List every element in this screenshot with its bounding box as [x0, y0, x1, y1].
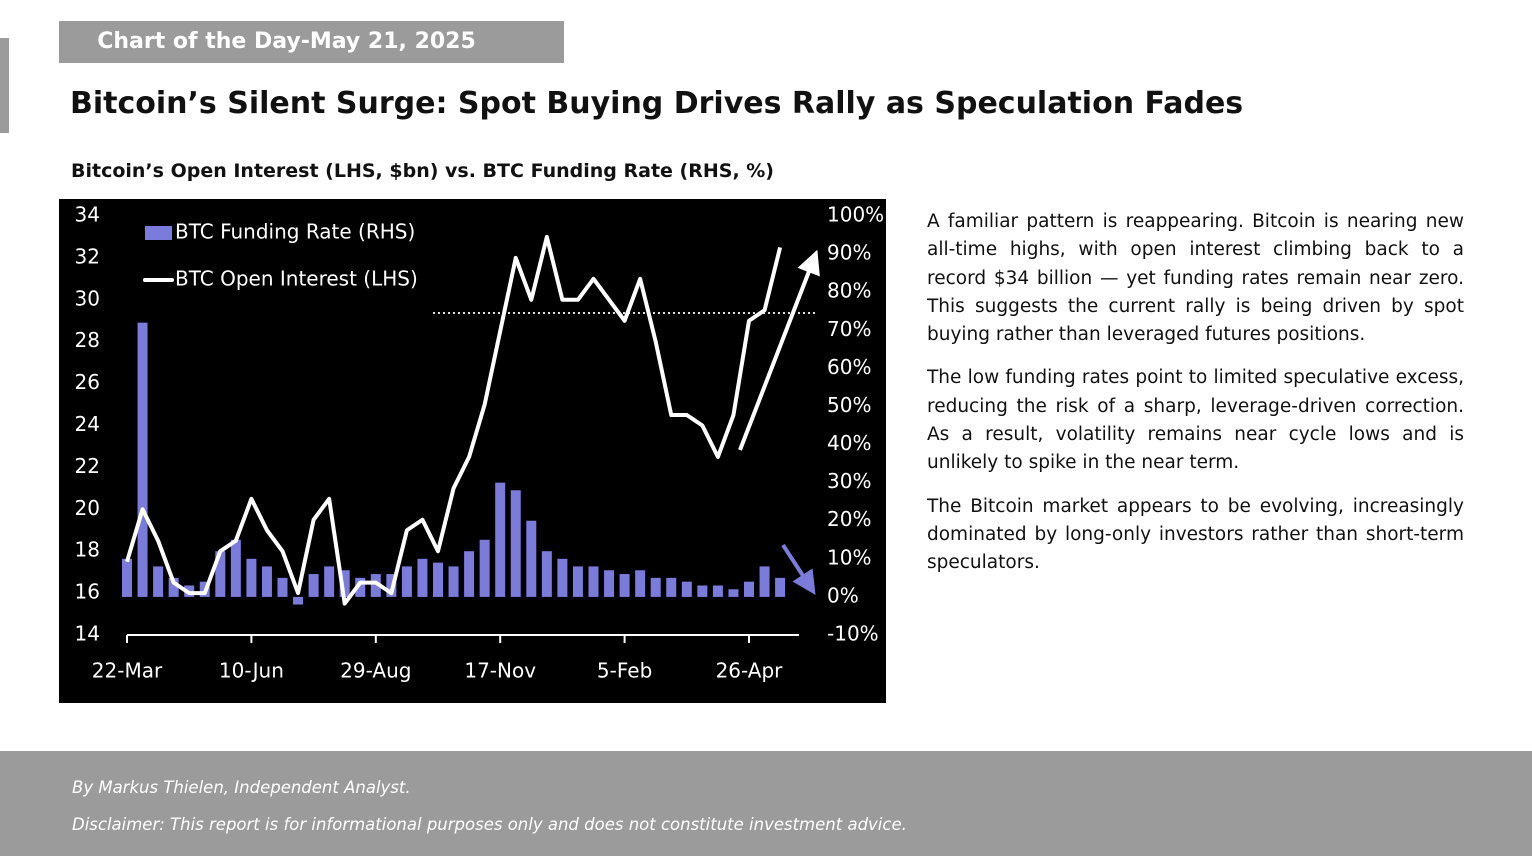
paragraph: The Bitcoin market appears to be evolvin… — [927, 495, 1464, 574]
y2-tick-label: 90% — [827, 241, 871, 265]
chart: 14 16 18 20 22 24 26 28 30 32 34 -10% 0% 10% 20% 30% 40%… — [59, 199, 886, 703]
header-tag: Chart of the Day-May 21, 2025 — [59, 21, 564, 63]
bar — [417, 558, 428, 597]
y2-tick-label: 20% — [827, 507, 871, 531]
bar — [246, 558, 257, 597]
bar — [401, 566, 412, 597]
bar — [619, 574, 630, 597]
bar — [775, 577, 786, 597]
bar — [666, 577, 677, 597]
x-tick-label: 17-Nov — [464, 659, 536, 683]
bar — [122, 558, 132, 597]
bar — [153, 566, 164, 597]
bar — [650, 577, 661, 597]
bar — [697, 585, 708, 597]
bar — [230, 539, 241, 597]
disclaimer: Disclaimer: This report is for informati… — [72, 815, 907, 834]
bar — [370, 574, 381, 597]
legend-label: BTC Funding Rate (RHS) — [175, 220, 415, 244]
legend-label: BTC Open Interest (LHS) — [175, 267, 418, 291]
y-tick-label: 22 — [75, 454, 100, 478]
y2-tick-label: 80% — [827, 279, 871, 303]
x-tick-label: 29-Aug — [340, 659, 411, 683]
bar — [355, 577, 366, 597]
bar — [541, 551, 552, 597]
y-tick-label: 28 — [75, 328, 100, 352]
y2-tick-label: 40% — [827, 431, 871, 455]
accent-bar — [0, 38, 9, 133]
footer: By Markus Thielen, Independent Analyst. … — [0, 751, 1532, 856]
y-tick-label: 34 — [75, 203, 100, 227]
y2-tick-label: 30% — [827, 469, 871, 493]
bar — [681, 581, 692, 597]
bar — [433, 562, 443, 597]
bar — [526, 520, 537, 597]
bar — [712, 585, 723, 597]
bar — [572, 566, 583, 597]
x-tick-label: 26-Apr — [716, 659, 784, 683]
line — [125, 234, 783, 606]
y-tick-label: 16 — [75, 580, 100, 604]
bar — [137, 322, 148, 597]
bar — [324, 566, 335, 597]
bar — [168, 577, 179, 597]
bar — [495, 482, 506, 597]
y-tick-label: 14 — [75, 622, 100, 646]
y-tick-label: 32 — [75, 244, 100, 268]
trend-arrow — [738, 249, 820, 451]
y2-tick-label: 0% — [827, 583, 859, 607]
y-tick-label: 18 — [75, 538, 100, 562]
paragraph: The low funding rates point to limited s… — [927, 367, 1464, 474]
y2-tick-label: 10% — [827, 545, 871, 569]
bar — [588, 566, 599, 597]
y-tick-label: 26 — [75, 370, 100, 394]
bar — [604, 570, 615, 597]
y-tick-label: 30 — [75, 286, 100, 310]
bar — [479, 539, 490, 597]
bar — [277, 577, 288, 597]
commentary: A familiar pattern is reappearing. Bitco… — [927, 208, 1464, 593]
bar — [759, 566, 770, 597]
y2-tick-label: -10% — [827, 622, 879, 646]
trend-arrow — [781, 543, 816, 596]
x-tick-label: 22-Mar — [92, 659, 163, 683]
y2-tick-label: 100% — [827, 203, 884, 227]
y2-tick-label: 70% — [827, 317, 871, 341]
author: By Markus Thielen, Independent Analyst. — [72, 778, 411, 797]
y-tick-label: 24 — [75, 412, 100, 436]
y2-tick-label: 60% — [827, 355, 871, 379]
bar — [339, 570, 350, 597]
bar — [261, 566, 272, 597]
y2-tick-label: 50% — [827, 393, 871, 417]
bar — [448, 566, 459, 597]
paragraph: A familiar pattern is reappearing. Bitco… — [927, 211, 1464, 346]
chart-title: Bitcoin’s Open Interest (LHS, $bn) vs. B… — [71, 160, 774, 182]
bar — [557, 558, 568, 597]
bar — [293, 596, 304, 605]
bar — [635, 570, 646, 597]
bar — [510, 490, 521, 597]
bar — [215, 551, 226, 597]
y-tick-label: 20 — [75, 496, 100, 520]
x-tick-label: 5-Feb — [597, 659, 652, 683]
headline: Bitcoin’s Silent Surge: Spot Buying Driv… — [70, 86, 1244, 121]
x-tick-label: 10-Jun — [219, 659, 284, 683]
bar — [464, 551, 475, 597]
legend-swatch — [145, 226, 172, 240]
bar — [728, 589, 739, 597]
bar — [308, 574, 319, 597]
bar — [744, 581, 754, 597]
